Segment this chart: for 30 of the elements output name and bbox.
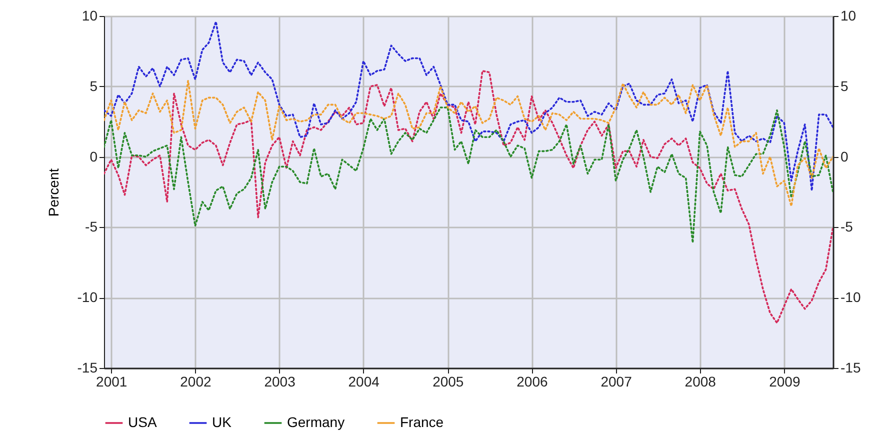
y2-tick-label: 10 [840, 8, 856, 24]
line-series [104, 70, 833, 324]
x-tick-label: 2004 [348, 374, 380, 390]
x-tick-label: 2007 [600, 374, 632, 390]
line-series [104, 80, 833, 207]
y-tick-label: 0 [90, 148, 98, 164]
x-tick-label: 2008 [684, 374, 716, 390]
y2-tick-label: -15 [840, 360, 861, 376]
y-tick-label: -15 [77, 360, 98, 376]
y-tick-label: -5 [85, 218, 98, 235]
y2-tick-label: -5 [840, 218, 854, 235]
y2-tick-label: 0 [840, 148, 848, 164]
x-tick-label: 2003 [264, 374, 296, 390]
legend-label: Germany [287, 414, 345, 430]
legend-label: France [400, 414, 444, 430]
x-tick-label: 2001 [96, 374, 128, 390]
x-tick-label: 2002 [180, 374, 212, 390]
y-tick-label: 5 [90, 78, 98, 94]
y2-tick-label: -10 [840, 289, 861, 306]
line-series [104, 20, 833, 192]
x-tick-label: 2006 [516, 374, 548, 390]
x-tick-label: 2005 [432, 374, 464, 390]
line-series [104, 106, 833, 244]
y-axis-title: Percent [45, 168, 62, 217]
y-tick-label: -10 [77, 289, 98, 306]
legend-label: UK [212, 414, 232, 430]
y-tick-label: 10 [82, 8, 98, 24]
x-tick-label: 2009 [769, 374, 800, 390]
legend-label: USA [128, 414, 158, 430]
y2-tick-label: 5 [840, 78, 848, 94]
